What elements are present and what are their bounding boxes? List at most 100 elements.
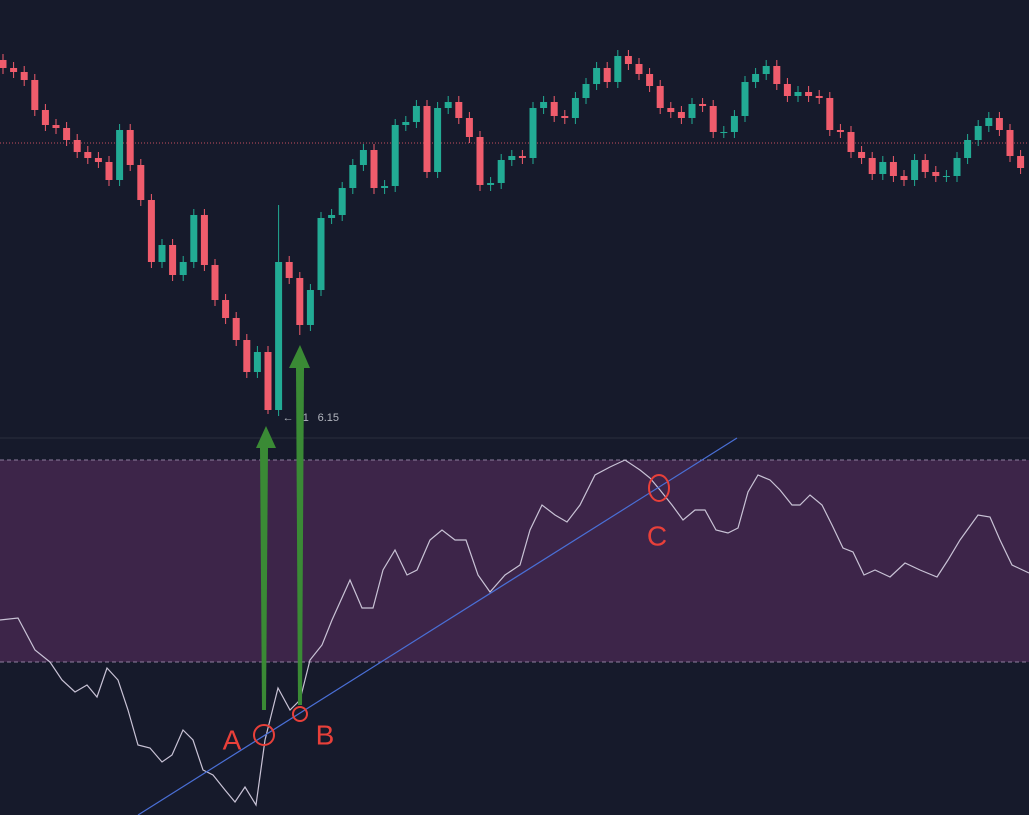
candle-body: [497, 160, 505, 183]
candle-body: [253, 352, 261, 372]
candle-body: [571, 98, 579, 118]
candle-body: [158, 245, 166, 262]
candle-body: [741, 82, 749, 116]
candle-body: [444, 102, 452, 108]
candle-body: [116, 130, 124, 180]
candle-body: [508, 156, 516, 160]
candle-body: [794, 92, 802, 96]
candle-body: [762, 66, 770, 74]
marker-circle: [253, 724, 275, 746]
candle-body: [275, 262, 283, 410]
candle-body: [349, 165, 357, 188]
candle-body: [964, 140, 972, 158]
candle-body: [921, 160, 929, 172]
candle-body: [20, 72, 28, 80]
candle-body: [105, 162, 113, 180]
candle-body: [868, 158, 876, 174]
candle-body: [529, 108, 537, 158]
candle-body: [402, 122, 410, 125]
candle-body: [243, 340, 251, 372]
candle-body: [200, 215, 208, 265]
oscillator-panel: [0, 459, 1029, 807]
candle-body: [805, 92, 813, 96]
candle-body: [370, 150, 378, 188]
candle-body: [359, 150, 367, 165]
candle-body: [656, 86, 664, 108]
candle-body: [730, 116, 738, 132]
candle-body: [73, 140, 81, 152]
candle-body: [137, 165, 145, 200]
candle-body: [582, 84, 590, 98]
candle-body: [593, 68, 601, 84]
price-label: 6.15: [318, 412, 339, 424]
candle-body: [147, 200, 155, 262]
candle-body: [677, 112, 685, 118]
candle-body: [603, 68, 611, 82]
candle-body: [169, 245, 177, 275]
band-fill: [0, 460, 1029, 662]
candle-body: [306, 290, 314, 325]
candle-body: [52, 125, 60, 128]
candle-body: [667, 108, 675, 112]
price-panel: ← 31 6.15: [0, 50, 1029, 424]
candle-body: [709, 106, 717, 132]
price-label: ← 31: [283, 412, 309, 424]
annotation-label: C: [647, 520, 667, 551]
annotation-label: B: [316, 719, 335, 750]
candle-body: [41, 110, 49, 125]
candle-body: [858, 152, 866, 158]
candle-body: [720, 132, 728, 133]
candle-body: [0, 60, 7, 68]
candle-body: [624, 56, 632, 64]
candle-body: [995, 118, 1003, 130]
candle-body: [699, 104, 707, 106]
candle-body: [1006, 130, 1014, 156]
candle-body: [328, 215, 336, 218]
candle-body: [381, 186, 389, 188]
candle-body: [540, 102, 548, 108]
candle-body: [932, 172, 940, 176]
candle-body: [391, 125, 399, 186]
candle-body: [487, 183, 495, 185]
candle-body: [518, 156, 526, 158]
candle-body: [10, 68, 18, 72]
candle-body: [455, 102, 463, 118]
trend-line: [137, 437, 738, 815]
annotations: A B C: [137, 345, 738, 815]
candle-body: [847, 132, 855, 152]
candle-body: [338, 188, 346, 215]
candle-body: [783, 84, 791, 96]
candle-body: [211, 265, 219, 300]
candle-body: [646, 74, 654, 86]
oscillator-line: [0, 459, 1029, 807]
candle-body: [550, 102, 558, 116]
candle-body: [752, 74, 760, 82]
marker-circle: [292, 706, 308, 722]
candle-body: [179, 262, 187, 275]
candle-body: [285, 262, 293, 278]
candle-body: [232, 318, 240, 340]
candle-body: [614, 56, 622, 82]
candle-body: [84, 152, 92, 158]
candle-body: [63, 128, 71, 140]
candle-body: [879, 162, 887, 174]
arrow-head: [289, 345, 310, 368]
candle-body: [815, 96, 823, 98]
candle-body: [222, 300, 230, 318]
candle-body: [635, 64, 643, 74]
candle-body: [826, 98, 834, 130]
candle-body: [296, 278, 304, 325]
marker-circle: [648, 474, 670, 502]
candle-body: [889, 162, 897, 176]
candle-body: [94, 158, 102, 162]
candle-body: [985, 118, 993, 126]
candle-body: [561, 116, 569, 118]
candle-body: [911, 160, 919, 180]
candle-body: [423, 106, 431, 172]
arrow-head: [256, 426, 276, 448]
candle-body: [953, 158, 961, 176]
candle-body: [1017, 156, 1025, 168]
